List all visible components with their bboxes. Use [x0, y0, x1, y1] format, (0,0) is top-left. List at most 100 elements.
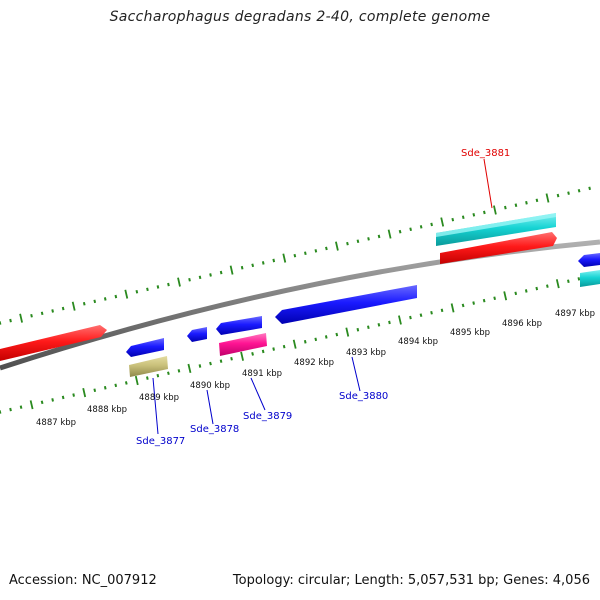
minor-tick	[261, 349, 265, 354]
minor-tick	[325, 246, 328, 251]
minor-tick	[461, 215, 465, 220]
label-sde-3881: Sde_3881	[461, 148, 510, 159]
leader-sde-3880	[351, 356, 361, 392]
minor-tick	[567, 191, 570, 195]
minor-tick	[293, 253, 297, 258]
minor-tick	[230, 356, 233, 361]
minor-tick	[356, 239, 360, 244]
minor-tick	[19, 405, 23, 409]
major-tick	[493, 205, 497, 215]
minor-tick	[103, 385, 107, 390]
minor-tick	[135, 289, 139, 294]
minor-tick	[30, 313, 33, 318]
kbp-label-4888: 4888 kbp	[87, 405, 127, 415]
accession-text: Accession: NC_007912	[9, 573, 157, 588]
minor-tick	[251, 263, 255, 268]
minor-tick	[514, 291, 518, 296]
gene-sde-3877[interactable]	[126, 338, 164, 357]
minor-tick	[261, 261, 265, 265]
minor-tick	[61, 395, 65, 400]
label-sde-3878: Sde_3878	[190, 424, 239, 435]
kbp-label-4897: 4897 kbp	[555, 309, 595, 319]
major-tick	[82, 388, 87, 398]
minor-tick	[367, 325, 370, 330]
minor-tick	[40, 400, 44, 405]
minor-tick	[483, 210, 486, 215]
major-tick	[177, 277, 181, 287]
minor-tick	[167, 282, 170, 287]
minor-tick	[377, 234, 381, 239]
gene-sde-3880[interactable]	[275, 285, 417, 324]
minor-tick	[9, 318, 12, 323]
minor-tick	[472, 213, 476, 217]
gene-olive[interactable]	[129, 356, 168, 377]
minor-tick	[93, 388, 97, 393]
minor-tick	[514, 203, 518, 208]
kbp-label-4887: 4887 kbp	[36, 418, 76, 428]
major-tick	[387, 229, 392, 239]
major-tick	[71, 301, 76, 311]
minor-tick	[146, 287, 149, 292]
minor-tick	[82, 301, 86, 306]
minor-tick	[419, 225, 423, 229]
major-tick	[555, 279, 560, 289]
leader-sde-3877	[152, 377, 159, 435]
minor-tick	[198, 275, 202, 280]
minor-tick	[398, 229, 402, 234]
major-tick	[398, 315, 402, 325]
gene-cyan-right[interactable]	[580, 270, 600, 287]
kbp-label-4895: 4895 kbp	[450, 328, 490, 338]
leader-sde-3881	[483, 158, 493, 209]
gene-forward-cyan[interactable]	[436, 213, 556, 246]
minor-tick	[409, 227, 412, 232]
gene-sde-3878[interactable]	[216, 316, 262, 335]
minor-tick	[588, 186, 591, 191]
kbp-label-4892: 4892 kbp	[294, 358, 334, 368]
major-tick	[545, 193, 550, 203]
minor-tick	[430, 222, 433, 227]
minor-tick	[493, 296, 496, 301]
minor-tick	[156, 285, 160, 289]
leader-sde-3879	[250, 377, 266, 411]
gene-reverse-blue-right[interactable]	[578, 253, 600, 267]
minor-tick	[577, 277, 581, 281]
major-tick	[450, 303, 455, 313]
kbp-label-4896: 4896 kbp	[502, 319, 542, 329]
minor-tick	[303, 339, 307, 344]
kbp-label-4889: 4889 kbp	[139, 393, 179, 403]
minor-tick	[377, 323, 381, 327]
leader-sde-3878	[206, 389, 214, 425]
minor-tick	[577, 188, 581, 193]
major-tick	[124, 289, 129, 299]
minor-tick	[409, 315, 412, 320]
minor-tick	[546, 284, 549, 288]
major-tick	[134, 375, 139, 386]
major-tick	[229, 265, 234, 275]
minor-tick	[167, 371, 170, 376]
gene-forward-red-left[interactable]	[0, 325, 107, 361]
gene-reverse-blue-small[interactable]	[187, 327, 207, 342]
minor-tick	[114, 383, 118, 388]
minor-tick	[240, 265, 244, 270]
minor-tick	[356, 327, 360, 332]
kbp-label-4890: 4890 kbp	[190, 381, 230, 391]
label-sde-3877: Sde_3877	[136, 436, 185, 447]
minor-tick	[209, 361, 212, 366]
map-title: Saccharophagus degradans 2-40, complete …	[109, 9, 491, 25]
lower-tick-track	[0, 272, 600, 414]
minor-tick	[535, 286, 539, 291]
major-tick	[240, 351, 244, 361]
major-tick	[187, 363, 192, 374]
minor-tick	[282, 344, 286, 349]
minor-tick	[535, 198, 539, 203]
major-tick	[29, 400, 34, 410]
gene-sde-3881[interactable]	[440, 232, 557, 264]
minor-tick	[504, 205, 507, 210]
minor-tick	[40, 311, 44, 316]
major-tick	[292, 339, 297, 349]
minor-tick	[219, 359, 223, 363]
minor-tick	[430, 310, 433, 315]
minor-tick	[188, 277, 191, 282]
gene-sde-3879[interactable]	[219, 333, 267, 356]
minor-tick	[219, 270, 223, 275]
